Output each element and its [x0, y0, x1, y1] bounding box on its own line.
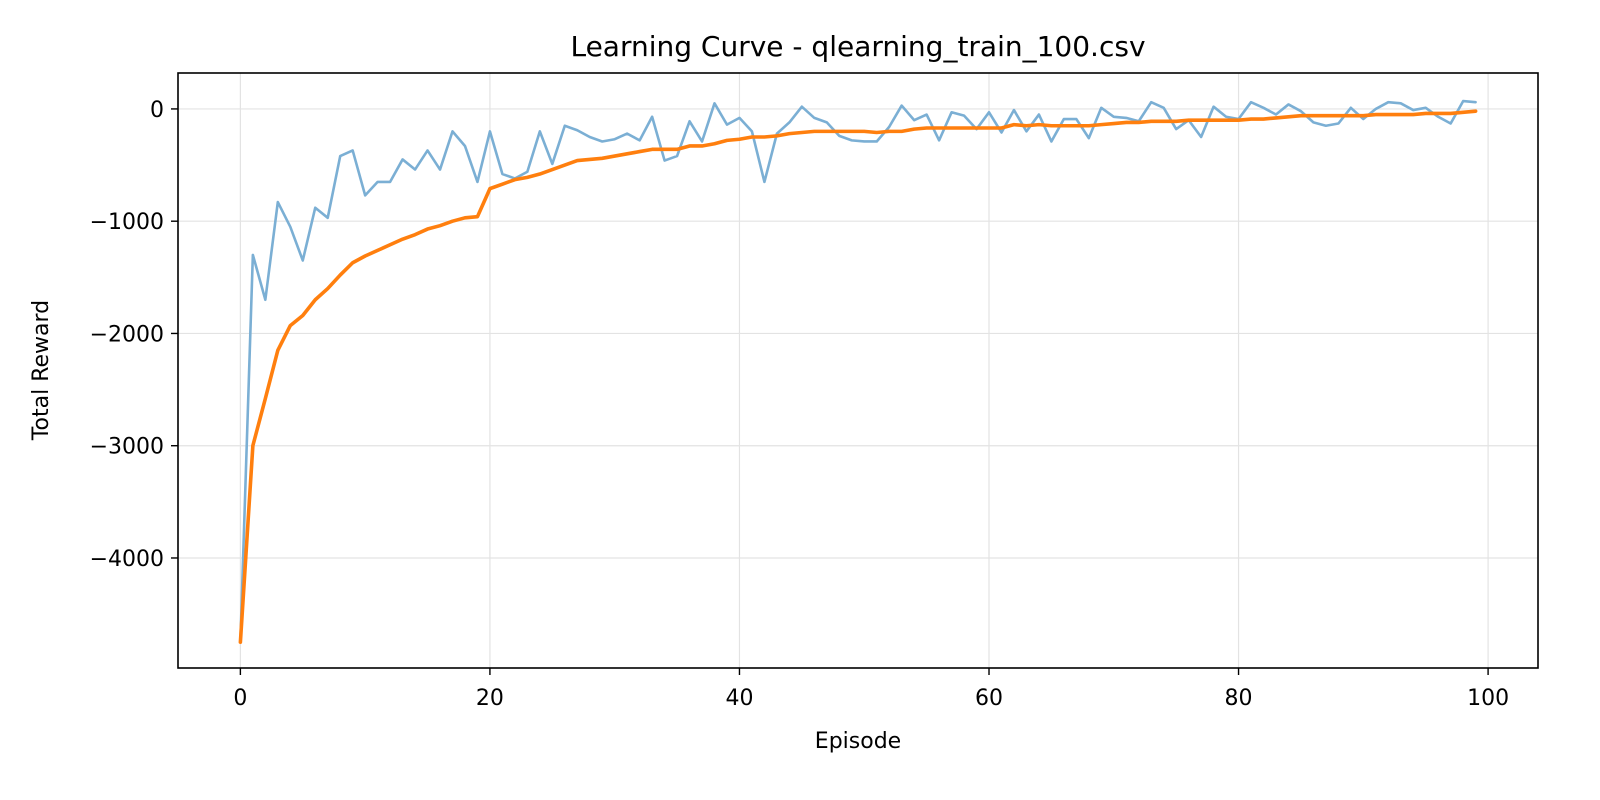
plot-frame [177, 72, 1539, 669]
x-axis-label: Episode [815, 729, 901, 754]
y-tick-label: −1000 [90, 210, 164, 235]
x-tick-label: 20 [476, 686, 504, 711]
series-lines [238, 99, 1478, 644]
chart-title: Learning Curve - qlearning_train_100.csv [570, 30, 1145, 63]
x-tick-label: 40 [725, 686, 753, 711]
y-axis-label: Total Reward [29, 300, 54, 441]
y-tick-label: 0 [150, 98, 164, 123]
smoothed-reward-line [238, 109, 1478, 644]
y-tick-label: −3000 [90, 435, 164, 460]
grid-lines [178, 73, 1538, 668]
raw-reward-line [239, 99, 1477, 644]
axis-ticks: 0 20 40 60 80 100 0 −1000 −2000 −3000 −4000 [90, 98, 1510, 711]
x-tick-label: 100 [1467, 686, 1509, 711]
x-tick-label: 60 [975, 686, 1003, 711]
y-tick-label: −2000 [90, 322, 164, 347]
y-tick-label: −4000 [90, 547, 164, 572]
x-tick-label: 0 [233, 686, 247, 711]
x-tick-label: 80 [1225, 686, 1253, 711]
